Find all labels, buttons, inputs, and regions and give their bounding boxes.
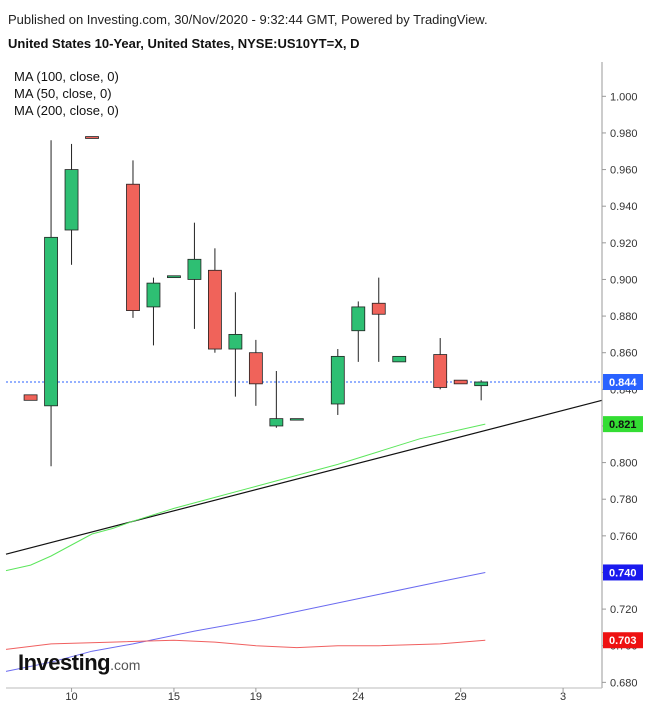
ma200-badge: 0.703 [603, 632, 643, 649]
candle-body [474, 381, 489, 387]
y-tick-label: 0.800 [610, 458, 638, 470]
candle [330, 349, 345, 415]
candle-body [146, 282, 161, 308]
x-tick-label: 3 [560, 691, 566, 703]
legend-ma200[interactable]: MA (200, close, 0) [14, 103, 119, 118]
candle [371, 277, 386, 362]
candle-body [248, 352, 263, 385]
y-tick-label: 0.940 [610, 201, 638, 213]
candle [85, 136, 99, 139]
candle [208, 248, 222, 353]
y-tick-label: 0.900 [610, 274, 638, 286]
indicator-legend: MA (100, close, 0) MA (50, close, 0) MA … [14, 68, 119, 119]
ma50-line [5, 423, 486, 572]
last-price-badge: 0.844 [603, 374, 643, 391]
published-line: Published on Investing.com, 30/Nov/2020 … [8, 12, 488, 27]
x-tick-label: 29 [455, 691, 467, 703]
ma100-badge-label: 0.740 [609, 567, 637, 579]
x-tick-label: 15 [168, 691, 180, 703]
x-tick-label: 10 [65, 691, 77, 703]
candle [351, 301, 366, 362]
candle-body [351, 306, 366, 332]
y-tick-label: 0.860 [610, 348, 638, 360]
y-tick-label: 0.980 [610, 128, 638, 140]
ma100-line [5, 572, 486, 672]
candle-body [392, 355, 407, 363]
candle [392, 355, 407, 363]
candle [453, 379, 468, 385]
candle-body [187, 258, 202, 280]
x-tick-label: 24 [352, 691, 364, 703]
candle [228, 292, 243, 397]
candle [64, 143, 79, 265]
candle [269, 371, 284, 428]
investing-logo: Investing.com [18, 650, 141, 675]
candle [146, 277, 161, 346]
candle-body [433, 354, 448, 388]
candle-body [208, 269, 222, 350]
last-price-badge-bg [603, 374, 643, 391]
candle-body [269, 418, 284, 427]
candle [289, 418, 304, 421]
candle-body [23, 394, 38, 401]
candle-body [126, 183, 140, 311]
ma50-badge-bg [603, 416, 643, 433]
y-tick-label: 0.720 [610, 604, 638, 616]
ma100-badge-bg [603, 564, 643, 581]
y-tick-label: 0.780 [610, 494, 638, 506]
candle-body [289, 418, 304, 421]
ma50-badge-label: 0.821 [609, 419, 637, 431]
y-tick-label: 0.920 [610, 238, 638, 250]
candle [23, 394, 38, 401]
candle [433, 338, 448, 390]
y-tick-label: 0.760 [610, 531, 638, 543]
candle-body [64, 169, 79, 231]
y-tick-label: 0.960 [610, 165, 638, 177]
y-tick-label: 0.880 [610, 311, 638, 323]
x-tick-label: 19 [250, 691, 262, 703]
trendline [5, 399, 603, 555]
legend-ma100[interactable]: MA (100, close, 0) [14, 69, 119, 84]
legend-ma50[interactable]: MA (50, close, 0) [14, 86, 112, 101]
last-price-badge-label: 0.844 [609, 377, 637, 389]
candle-body [85, 136, 99, 139]
y-tick-label: 1.000 [610, 91, 638, 103]
candle-body [330, 355, 345, 405]
candle [248, 339, 263, 406]
candle-body [228, 333, 243, 350]
candle [44, 140, 58, 467]
ma100-badge: 0.740 [603, 564, 643, 581]
ma50-badge: 0.821 [603, 416, 643, 433]
candle-body [453, 379, 468, 385]
ma200-badge-label: 0.703 [609, 635, 637, 647]
candle-body [167, 275, 181, 279]
candle [187, 222, 202, 329]
candle [126, 160, 140, 318]
candle [167, 275, 181, 279]
candle-body [371, 302, 386, 315]
y-tick-label: 0.680 [610, 677, 638, 689]
candle-body [44, 236, 58, 407]
ma200-line [5, 639, 486, 650]
ma200-badge-bg [603, 632, 643, 649]
symbol-title: United States 10-Year, United States, NY… [8, 36, 360, 51]
candle [474, 380, 489, 401]
